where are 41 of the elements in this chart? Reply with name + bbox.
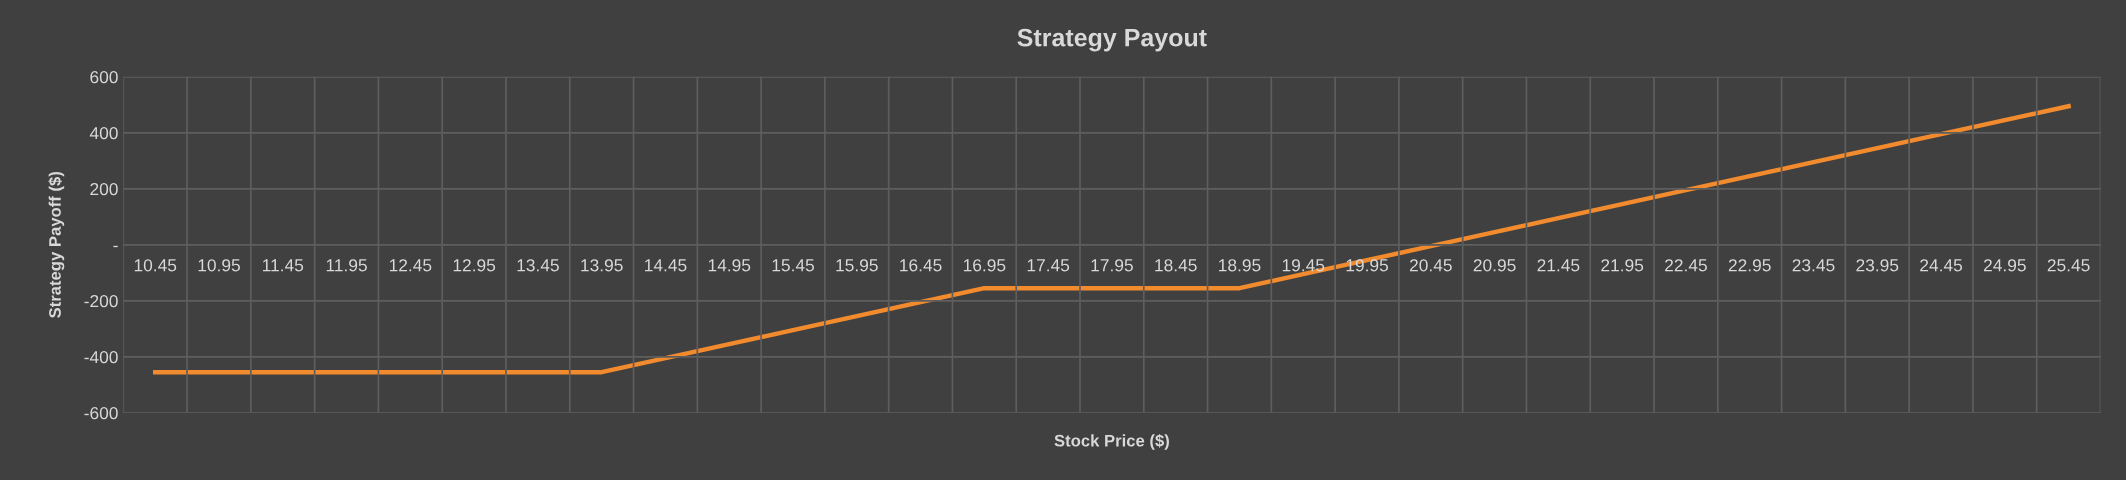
x-tick-label: 12.45 bbox=[389, 259, 432, 272]
x-tick-label: 20.95 bbox=[1473, 259, 1516, 272]
x-tick-label: 14.45 bbox=[645, 259, 687, 272]
x-tick-label: 18.45 bbox=[1155, 259, 1197, 272]
x-tick-label: 14.95 bbox=[708, 259, 751, 272]
x-tick-label: 18.95 bbox=[1219, 259, 1261, 272]
x-tick-label: 13.95 bbox=[581, 259, 623, 272]
y-tick-label: 400 bbox=[89, 126, 118, 140]
x-tick-label: 19.45 bbox=[1282, 259, 1325, 272]
x-tick-label: 22.95 bbox=[1728, 259, 1771, 272]
x-tick-label: 16.95 bbox=[963, 259, 1006, 272]
x-tick-label: 13.45 bbox=[517, 259, 559, 272]
x-tick-label: 23.45 bbox=[1792, 259, 1835, 272]
x-tick-label: 11.95 bbox=[326, 259, 367, 272]
x-tick-label: 15.45 bbox=[772, 259, 814, 272]
x-tick-label: 22.45 bbox=[1665, 259, 1707, 272]
y-tick-label: 600 bbox=[90, 70, 118, 84]
x-tick-label: 11.45 bbox=[263, 259, 304, 272]
x-tick-label: 23.95 bbox=[1856, 259, 1899, 272]
x-tick-label: 17.45 bbox=[1027, 259, 1070, 272]
y-tick-label: -200 bbox=[84, 294, 118, 308]
x-tick-label: 17.95 bbox=[1091, 259, 1133, 272]
x-axis-title: Stock Price ($) bbox=[1054, 434, 1169, 450]
x-tick-label: 25.45 bbox=[2047, 259, 2090, 272]
x-tick-label: 21.45 bbox=[1537, 259, 1580, 272]
x-tick-label: 24.95 bbox=[1983, 259, 2026, 272]
x-tick-label: 12.95 bbox=[453, 259, 496, 272]
x-tick-label: 10.95 bbox=[198, 259, 240, 272]
y-tick-label: -600 bbox=[84, 406, 118, 420]
y-tick-label: - bbox=[113, 245, 118, 248]
y-tick-label: -400 bbox=[84, 350, 118, 364]
chart-title: Strategy Payout bbox=[1017, 28, 1207, 52]
x-tick-label: 24.45 bbox=[1920, 259, 1963, 272]
x-tick-label: 15.95 bbox=[836, 259, 878, 272]
y-axis-title: Strategy Payoff ($) bbox=[48, 171, 65, 318]
x-tick-label: 21.95 bbox=[1601, 259, 1644, 272]
x-tick-label: 20.45 bbox=[1409, 259, 1452, 272]
y-tick-label: 200 bbox=[90, 182, 118, 196]
x-tick-label: 16.45 bbox=[900, 259, 942, 272]
x-tick-label: 10.45 bbox=[134, 259, 177, 272]
x-tick-label: 19.95 bbox=[1346, 259, 1389, 272]
